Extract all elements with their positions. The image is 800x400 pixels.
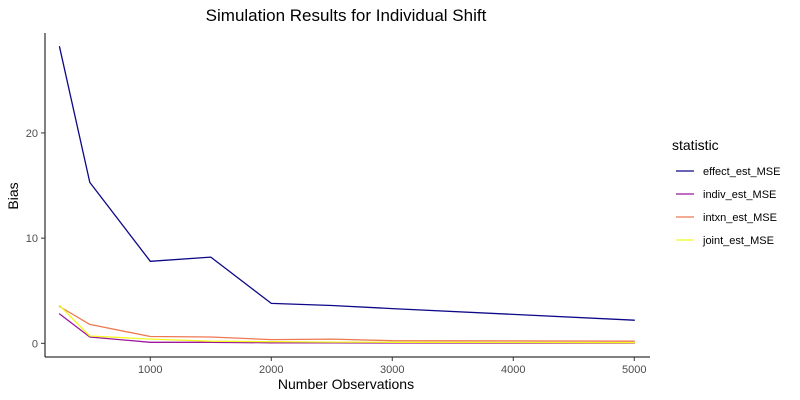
chart-title: Simulation Results for Individual Shift [206,6,487,25]
series-line-joint_est_MSE [58,304,635,344]
legend-label-intxn_est_MSE: intxn_est_MSE [703,212,777,224]
y-tick-label: 0 [32,338,38,350]
legend-title: statistic [672,137,719,153]
x-tick-label: 1000 [138,364,162,376]
series-line-effect_est_MSE [58,46,635,321]
series-line-indiv_est_MSE [58,313,635,344]
y-axis-title: Bias [5,182,21,209]
legend-label-indiv_est_MSE: indiv_est_MSE [703,189,776,201]
x-tick-label: 2000 [259,364,283,376]
x-axis-title: Number Observations [278,376,414,392]
x-tick-label: 4000 [501,364,525,376]
series-line-intxn_est_MSE [58,305,635,342]
y-tick-label: 10 [26,233,38,245]
x-tick-label: 3000 [380,364,404,376]
plot-area: 0 10 20 1000 2000 3000 4000 5000 [26,33,650,376]
legend: statistic effect_est_MSE indiv_est_MSEint… [672,137,780,247]
x-tick-label: 5000 [622,364,646,376]
legend-label-joint_est_MSE: joint_est_MSE [702,235,774,247]
legend-label-effect_est_MSE: effect_est_MSE [703,166,780,178]
y-tick-label: 20 [26,128,38,140]
